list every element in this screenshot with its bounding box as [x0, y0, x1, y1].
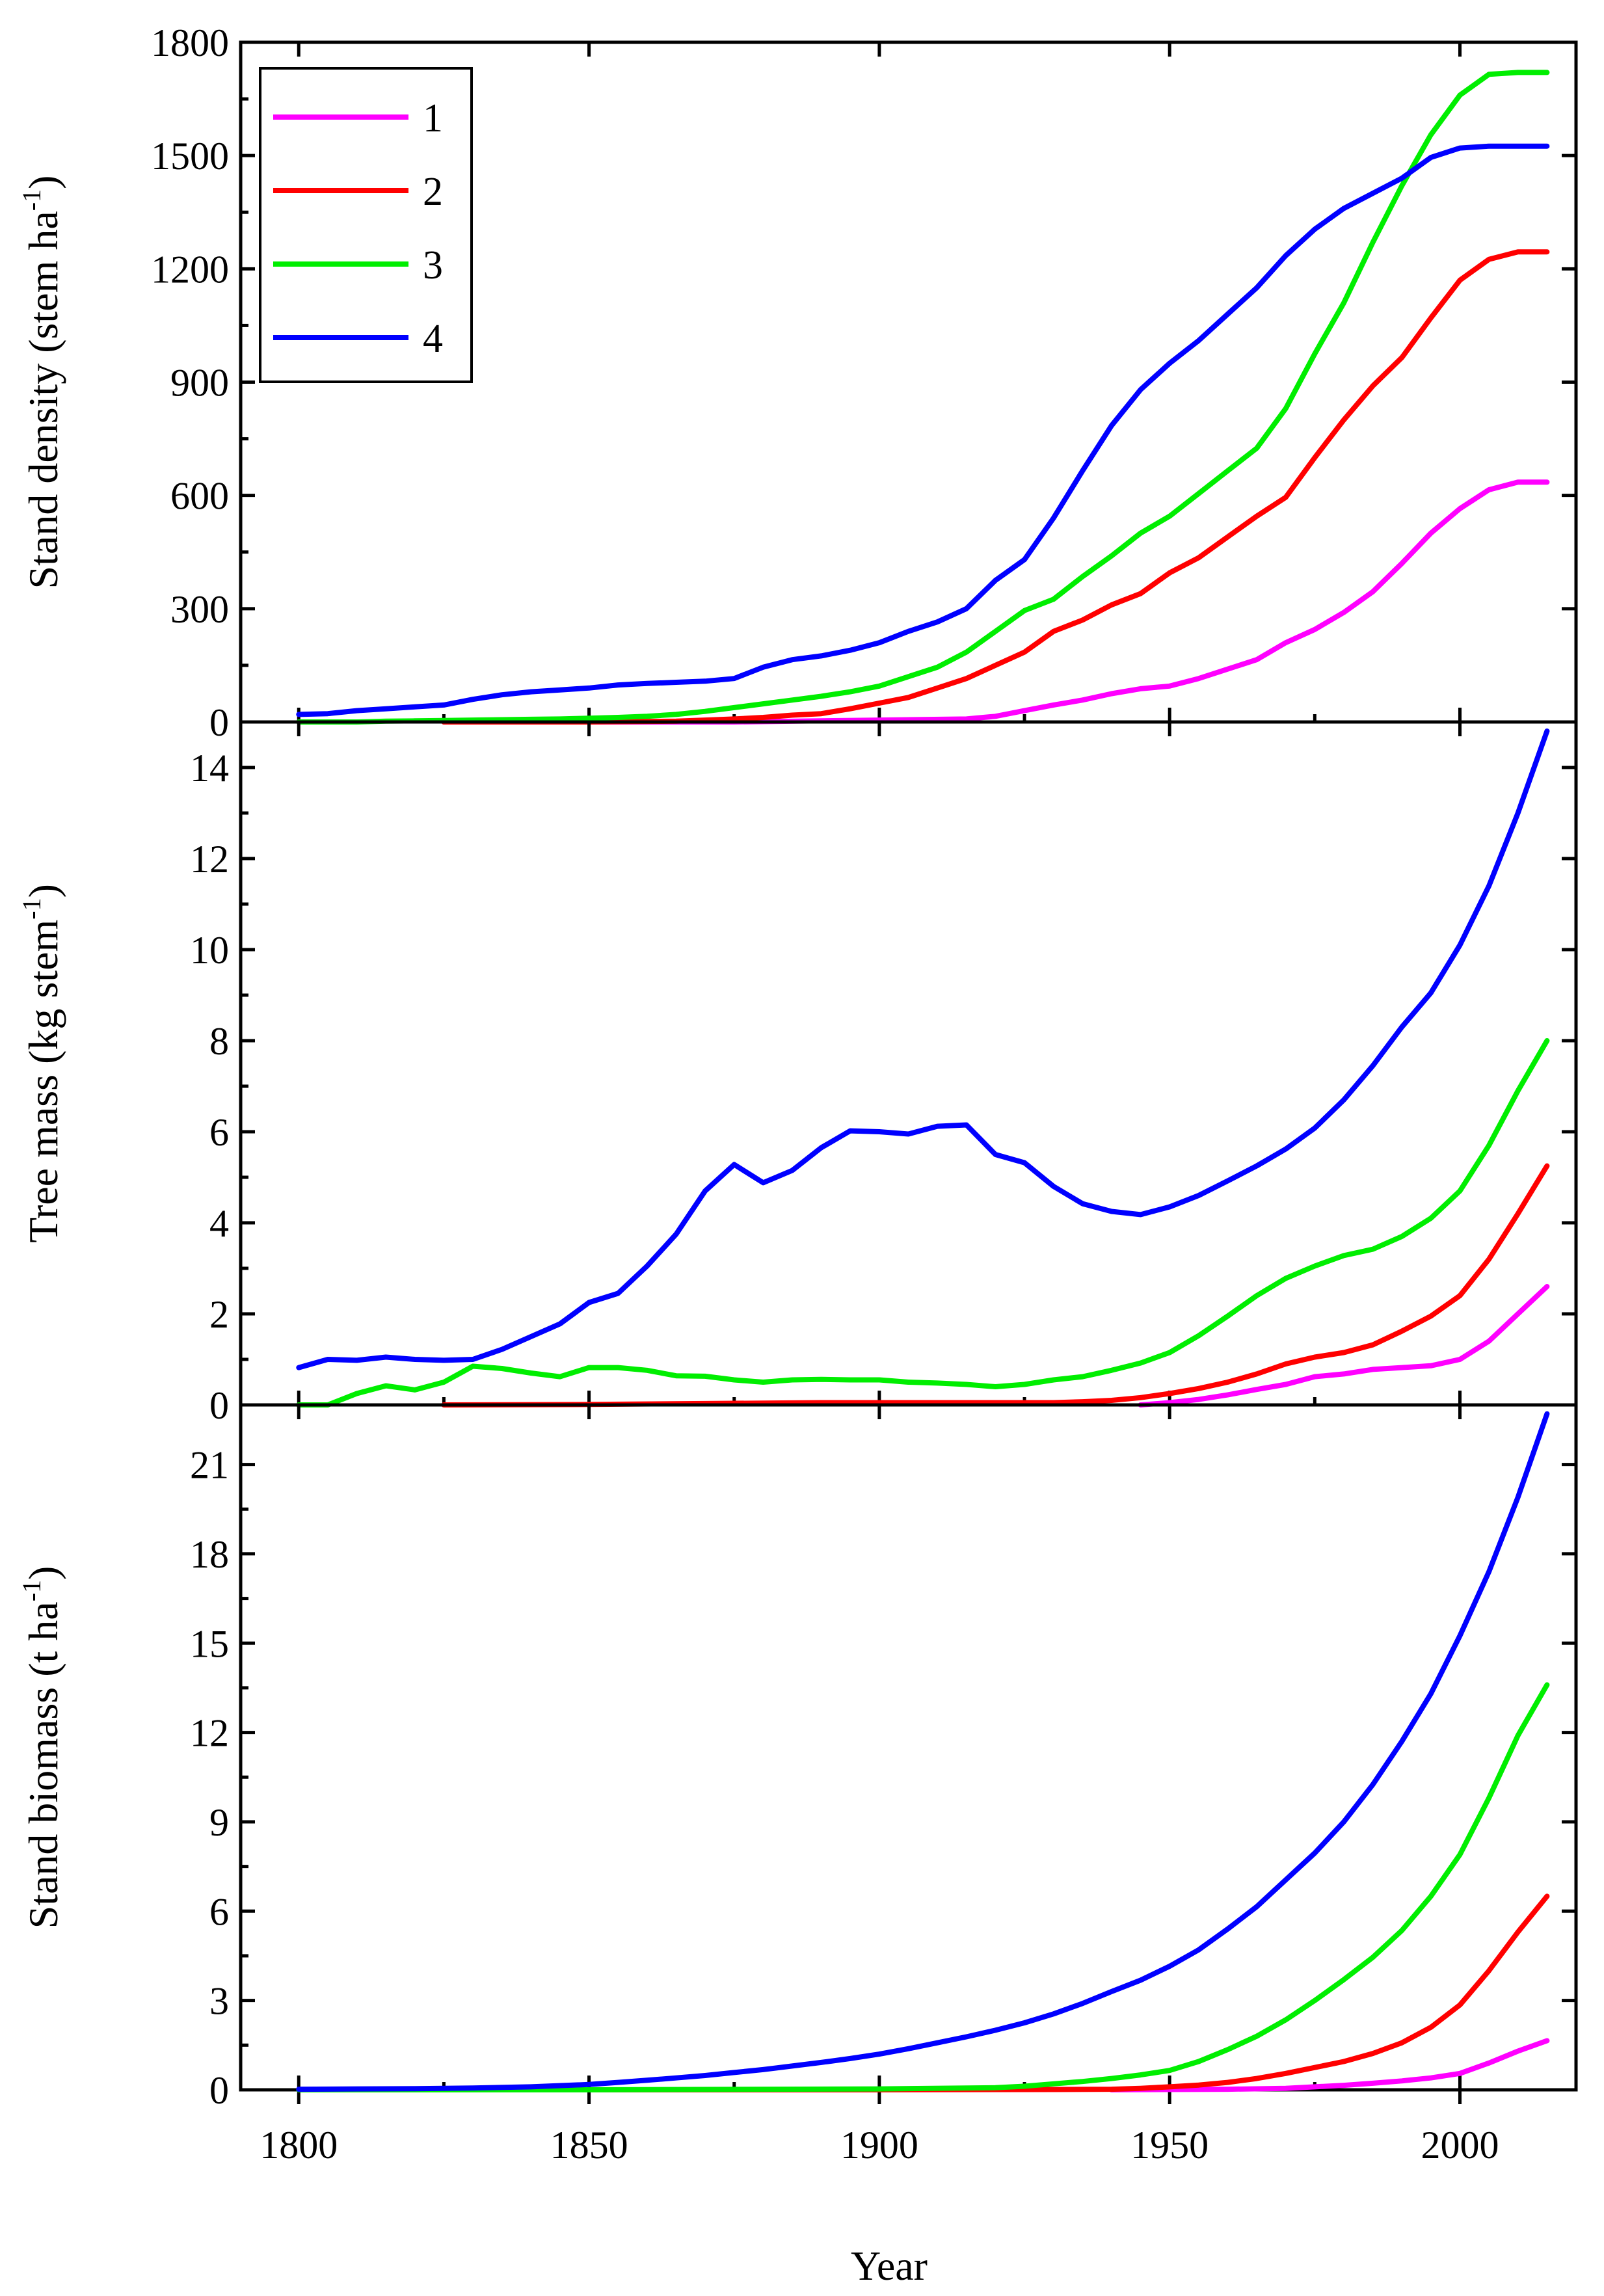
- y-axis-title-superscript: -1: [17, 898, 46, 919]
- y-axis-title-superscript: -1: [17, 1580, 46, 1601]
- series-line-2: [441, 1163, 1550, 1408]
- legend-label-3: 3: [423, 243, 443, 287]
- y-tick-label: 1200: [151, 248, 229, 291]
- y-axis-title-close: ): [20, 1566, 66, 1580]
- series-line-3: [296, 70, 1550, 725]
- y-axis-title-close: ): [20, 176, 66, 189]
- y-tick-label: 300: [170, 588, 229, 631]
- y-tick-label: 900: [170, 362, 229, 405]
- legend-box: [259, 67, 473, 383]
- y-axis-title-text: Tree mass (kg stem: [20, 920, 66, 1243]
- panel-top: 0 300 600 900 1200 1500 1800 Stand density (ste…: [17, 21, 1578, 744]
- y-tick-label: 0: [209, 2069, 229, 2112]
- y-tick-label: 1800: [151, 21, 229, 64]
- y-tick-label: 8: [209, 1020, 229, 1063]
- y-tick-label: 14: [190, 747, 229, 790]
- y-tick-label: 12: [190, 838, 229, 881]
- x-tick-label: 2000: [1421, 2124, 1499, 2167]
- y-axis-title-superscript: -1: [17, 189, 46, 211]
- y-tick-label: 600: [170, 475, 229, 518]
- y-axis-title-text: Stand biomass (t ha: [20, 1601, 66, 1929]
- y-tick-label: 4: [209, 1202, 229, 1245]
- series-line-2: [441, 1893, 1550, 2092]
- plot-frame: [239, 1403, 1578, 2092]
- series-line-2: [441, 249, 1550, 725]
- panel-middle: 0 2 4 6 8 10 12 14 Tree mass (kg stem-1): [17, 720, 1578, 1427]
- series-line-4: [296, 143, 1550, 717]
- y-axis-title: Stand biomass (t ha-1): [17, 1566, 66, 1929]
- y-tick-label: 18: [190, 1533, 229, 1576]
- y-tick-label: 6: [209, 1111, 229, 1154]
- y-tick-label: 9: [209, 1801, 229, 1844]
- y-tick-label: 2: [209, 1293, 229, 1336]
- series-line-1: [1138, 1284, 1550, 1408]
- y-tick-label: 6: [209, 1890, 229, 1933]
- y-axis-title-close: ): [20, 884, 66, 898]
- series-line-3: [296, 1038, 1550, 1408]
- y-axis-title: Tree mass (kg stem-1): [17, 884, 66, 1243]
- x-tick-label: 1850: [550, 2124, 628, 2167]
- y-tick-label: 0: [209, 701, 229, 744]
- legend-label-1: 1: [423, 96, 443, 140]
- series-line-1: [441, 479, 1550, 725]
- panel-bottom: 0 3 6 9 12 15 18 21 1800 1850 1900 1950 2000 Stand bi…: [17, 1403, 1578, 2167]
- y-tick-label: 0: [209, 1384, 229, 1427]
- x-axis-title: Year: [851, 2243, 928, 2289]
- legend-label-4: 4: [423, 317, 443, 361]
- series-line-1: [1108, 2038, 1550, 2092]
- series-line-4: [296, 728, 1550, 1370]
- y-tick-label: 10: [190, 929, 229, 972]
- x-tick-label: 1900: [840, 2124, 918, 2167]
- y-tick-label: 12: [190, 1712, 229, 1755]
- y-tick-label: 3: [209, 1980, 229, 2023]
- x-tick-label: 1950: [1130, 2124, 1209, 2167]
- legend-label-2: 2: [423, 170, 443, 214]
- y-tick-label: 15: [190, 1622, 229, 1665]
- y-axis-title: Stand density (stem ha-1): [17, 176, 66, 589]
- y-axis-title-text: Stand density (stem ha: [20, 211, 66, 589]
- x-tick-label: 1800: [260, 2124, 338, 2167]
- y-tick-label: 1500: [151, 135, 229, 178]
- y-tick-label: 21: [190, 1444, 229, 1487]
- series-line-4: [296, 1411, 1550, 2092]
- series-line-3: [296, 1682, 1550, 2092]
